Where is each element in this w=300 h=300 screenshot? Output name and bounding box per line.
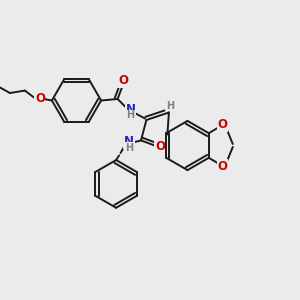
Text: O: O: [118, 74, 128, 88]
Text: O: O: [218, 118, 228, 131]
Text: O: O: [35, 92, 45, 106]
Text: H: H: [126, 110, 135, 120]
Text: O: O: [155, 140, 165, 153]
Text: N: N: [124, 135, 134, 148]
Text: H: H: [166, 101, 174, 111]
Text: O: O: [218, 160, 228, 173]
Text: N: N: [125, 103, 136, 116]
Text: H: H: [125, 142, 133, 153]
